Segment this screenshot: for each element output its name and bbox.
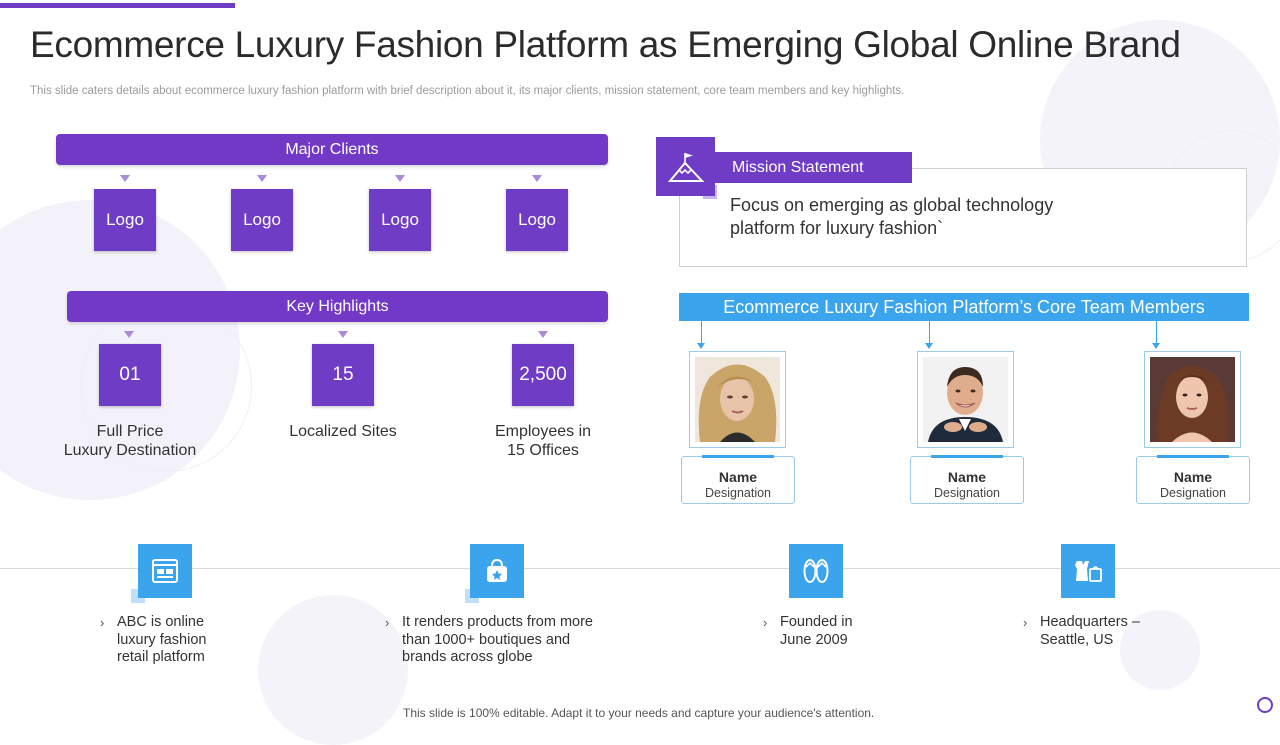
bullet-icon: › xyxy=(100,615,105,630)
bg-circle xyxy=(1120,610,1200,690)
member-designation: Designation xyxy=(704,486,771,500)
fact-text: It renders products from more than 1000+… xyxy=(402,614,593,665)
arrow-down-icon xyxy=(1152,343,1160,349)
team-member-photo xyxy=(1144,351,1241,448)
chevron-down-icon xyxy=(338,331,348,338)
member-designation: Designation xyxy=(1159,486,1226,500)
woman-portrait xyxy=(1150,357,1235,442)
bullet-icon: › xyxy=(1023,615,1028,630)
divider xyxy=(0,568,1280,569)
highlight-label: Localized Sites xyxy=(289,423,397,440)
fact-text: Headquarters – Seattle, US xyxy=(1040,614,1140,648)
flip-flops-icon xyxy=(789,544,843,598)
highlight-label: Employees in 15 Offices xyxy=(494,423,592,459)
member-designation: Designation xyxy=(933,486,1000,500)
mission-box xyxy=(679,168,1247,267)
highlight-value: 15 xyxy=(312,344,374,406)
shopping-bag-icon xyxy=(470,544,524,598)
key-highlights-header: Key Highlights xyxy=(67,291,608,322)
team-header: Ecommerce Luxury Fashion Platform’s Core… xyxy=(679,293,1249,321)
member-name: Name xyxy=(718,469,758,485)
team-member-card: Name Designation xyxy=(1136,455,1250,504)
card-accent xyxy=(1157,455,1229,458)
client-logo: Logo xyxy=(94,189,156,251)
page-subtitle: This slide caters details about ecommerc… xyxy=(30,85,905,97)
accent-bar xyxy=(0,3,235,8)
client-logo: Logo xyxy=(369,189,431,251)
mission-label: Mission Statement xyxy=(715,152,912,183)
highlight-value: 2,500 xyxy=(512,344,574,406)
client-logo: Logo xyxy=(506,189,568,251)
footer-note: This slide is 100% editable. Adapt it to… xyxy=(403,706,875,720)
member-name: Name xyxy=(947,469,987,485)
fact-text: ABC is online luxury fashion retail plat… xyxy=(117,614,207,665)
major-clients-header: Major Clients xyxy=(56,134,608,165)
fact-text: Founded in June 2009 xyxy=(780,614,853,648)
connector-line xyxy=(701,321,702,343)
card-accent xyxy=(931,455,1003,458)
chevron-down-icon xyxy=(120,175,130,182)
mountain-flag-icon xyxy=(656,137,715,196)
card-accent xyxy=(702,455,774,458)
key-highlights-label: Key Highlights xyxy=(286,298,389,315)
chevron-down-icon xyxy=(395,175,405,182)
browser-shop-icon xyxy=(138,544,192,598)
highlight-value: 01 xyxy=(99,344,161,406)
chevron-down-icon xyxy=(257,175,267,182)
arrow-down-icon xyxy=(925,343,933,349)
chevron-down-icon xyxy=(538,331,548,338)
woman-portrait xyxy=(695,357,780,442)
mission-text: Focus on emerging as global technology p… xyxy=(730,195,1054,238)
major-clients-label: Major Clients xyxy=(285,141,379,158)
team-member-card: Name Designation xyxy=(910,455,1024,504)
clothing-icon xyxy=(1061,544,1115,598)
bullet-icon: › xyxy=(385,615,390,630)
page-title: Ecommerce Luxury Fashion Platform as Eme… xyxy=(30,24,1181,65)
connector-line xyxy=(929,321,930,343)
team-member-photo xyxy=(917,351,1014,448)
member-name: Name xyxy=(1173,469,1213,485)
arrow-down-icon xyxy=(697,343,705,349)
team-member-card: Name Designation xyxy=(681,455,795,504)
bg-circle xyxy=(1257,697,1273,713)
chevron-down-icon xyxy=(124,331,134,338)
highlight-label: Full Price Luxury Destination xyxy=(63,423,197,459)
client-logo: Logo xyxy=(231,189,293,251)
chevron-down-icon xyxy=(532,175,542,182)
bullet-icon: › xyxy=(763,615,768,630)
team-member-photo xyxy=(689,351,786,448)
connector-line xyxy=(1156,321,1157,343)
man-portrait xyxy=(923,357,1008,442)
